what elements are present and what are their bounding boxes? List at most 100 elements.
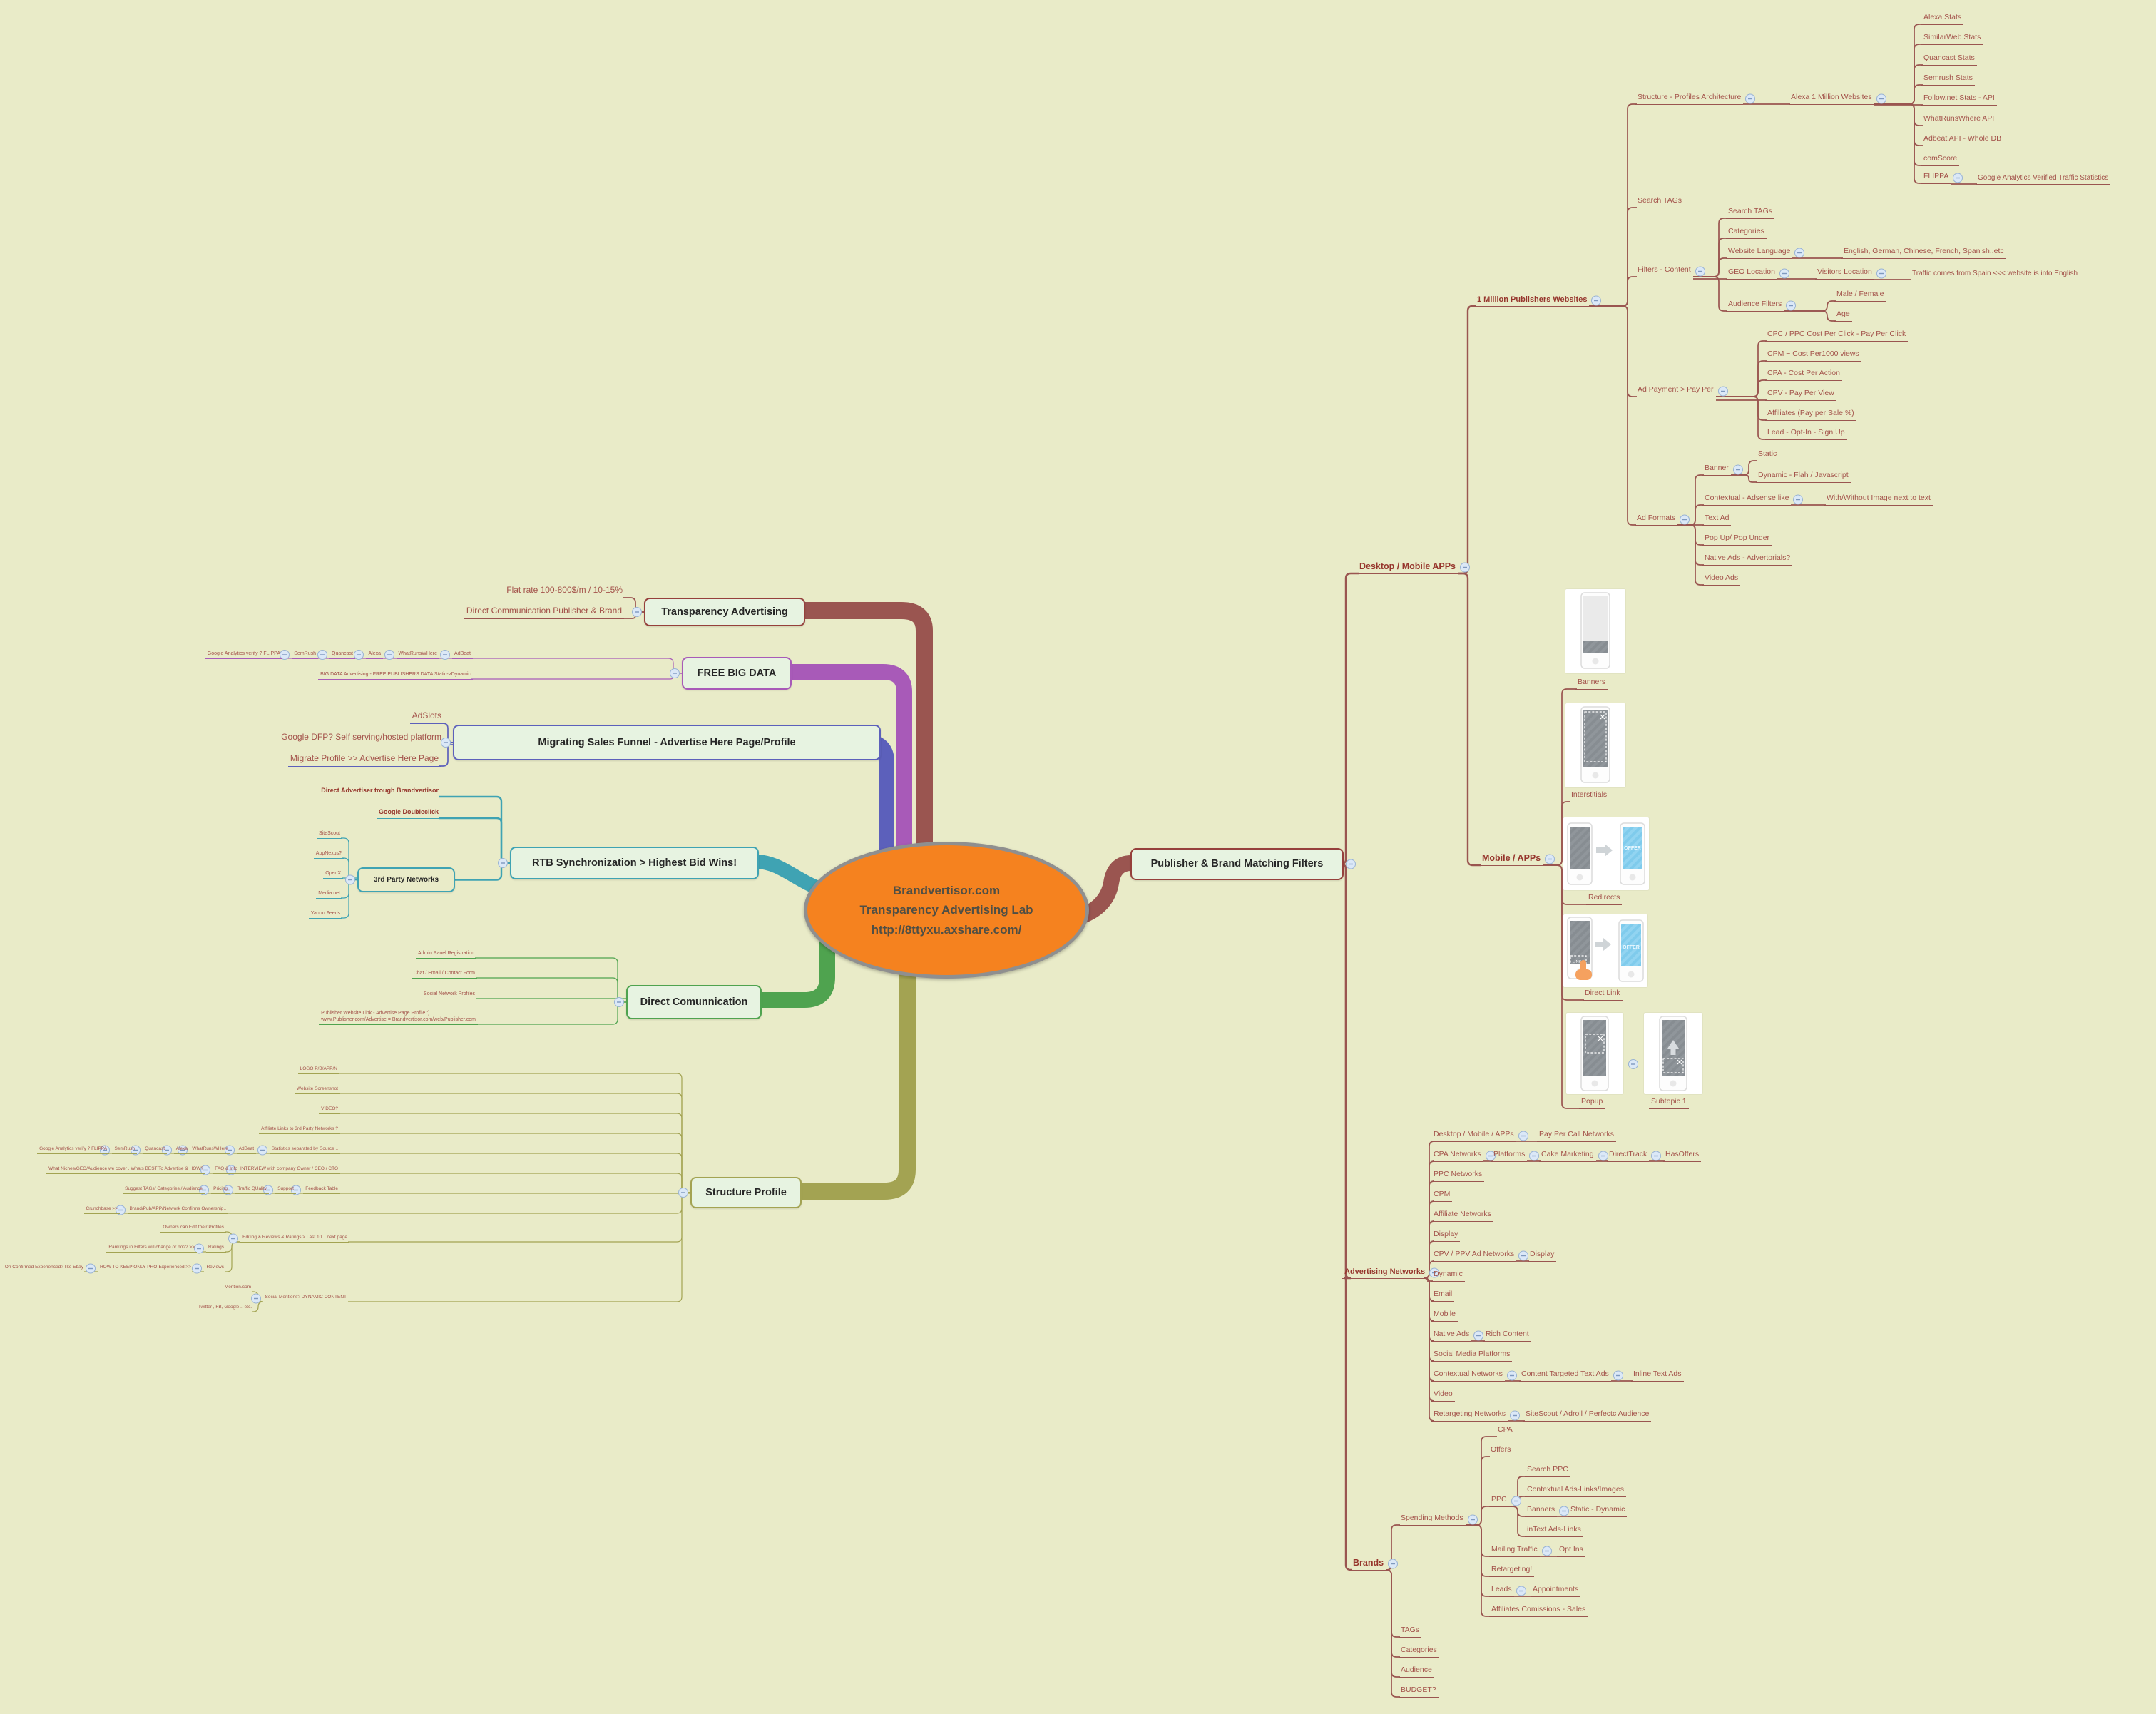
alexa-stats[interactable]: Alexa Stats bbox=[1921, 13, 1964, 25]
budget[interactable]: BUDGET? bbox=[1399, 1685, 1439, 1698]
visitors-location[interactable]: Visitors Location bbox=[1815, 267, 1874, 280]
banners-label[interactable]: Banners bbox=[1575, 678, 1608, 690]
video-q[interactable]: VIDEO? bbox=[319, 1106, 340, 1115]
collapse-icon[interactable] bbox=[498, 858, 508, 868]
collapse-icon[interactable] bbox=[1429, 1267, 1439, 1278]
spending-methods[interactable]: Spending Methods bbox=[1399, 1514, 1466, 1526]
collapse-icon[interactable] bbox=[1486, 1151, 1496, 1161]
publisher-brand-matching-box[interactable]: Publisher & Brand Matching Filters bbox=[1130, 848, 1344, 880]
directtrack[interactable]: DirectTrack bbox=[1607, 1150, 1650, 1162]
collapse-icon[interactable] bbox=[1786, 300, 1796, 311]
collapse-icon[interactable] bbox=[1598, 1151, 1608, 1161]
cpv-display[interactable]: Display bbox=[1528, 1250, 1557, 1262]
collapse-icon[interactable] bbox=[1516, 1586, 1526, 1596]
brands[interactable]: Brands bbox=[1351, 1557, 1386, 1571]
collapse-icon[interactable] bbox=[1545, 854, 1555, 864]
collapse-icon[interactable] bbox=[1695, 266, 1705, 277]
video-networks[interactable]: Video bbox=[1431, 1389, 1455, 1402]
redirects-image[interactable]: OFFER bbox=[1563, 817, 1649, 890]
banner-format[interactable]: Banner bbox=[1702, 464, 1731, 476]
collapse-icon[interactable] bbox=[226, 1165, 236, 1175]
faq-info[interactable]: FAQ & Info bbox=[213, 1166, 240, 1175]
leads[interactable]: Leads bbox=[1489, 1585, 1514, 1597]
search-ppc[interactable]: Search PPC bbox=[1525, 1465, 1570, 1477]
native-ads-advertorials[interactable]: Native Ads - Advertorials? bbox=[1702, 554, 1793, 566]
alexa-3[interactable]: Alexa bbox=[173, 1146, 190, 1155]
collapse-icon[interactable] bbox=[1779, 268, 1789, 279]
banner-static[interactable]: Static bbox=[1756, 449, 1779, 461]
ad-formats[interactable]: Ad Formats bbox=[1635, 514, 1678, 526]
whatrunswhere-3[interactable]: WhatRunsWHere bbox=[190, 1146, 230, 1155]
mention-com[interactable]: Mention.com bbox=[222, 1285, 253, 1293]
direct-advertiser-bold[interactable]: Direct Advertiser trough Brandvertisor bbox=[319, 787, 441, 797]
ga-verified-traffic[interactable]: Google Analytics Verified Traffic Statis… bbox=[1976, 173, 2111, 185]
adbeat-2[interactable]: AdBeat bbox=[236, 1146, 256, 1155]
structure-profiles-architecture[interactable]: Structure - Profiles Architecture bbox=[1635, 93, 1744, 105]
collapse-icon[interactable] bbox=[200, 1165, 210, 1175]
collapse-icon[interactable] bbox=[251, 1293, 261, 1304]
cake-marketing[interactable]: Cake Marketing bbox=[1539, 1150, 1596, 1162]
redirects-label[interactable]: Redirects bbox=[1586, 893, 1623, 905]
direct-comm-pub-brand[interactable]: Direct Communication Publisher & Brand bbox=[464, 606, 624, 619]
native-ads-networks[interactable]: Native Ads bbox=[1431, 1330, 1472, 1342]
collapse-icon[interactable] bbox=[192, 1263, 202, 1274]
website-screenshot[interactable]: Website Screenshot bbox=[294, 1086, 340, 1095]
support[interactable]: Support bbox=[275, 1186, 296, 1195]
central-topic[interactable]: Brandvertisor.com Transparency Advertisin… bbox=[804, 842, 1089, 979]
collapse-icon[interactable] bbox=[670, 668, 680, 678]
google-doubleclick[interactable]: Google Doubleclick bbox=[376, 808, 441, 819]
cpa-networks[interactable]: CPA Networks bbox=[1431, 1150, 1483, 1162]
cpa-cost-per-action[interactable]: CPA - Cost Per Action bbox=[1765, 369, 1842, 381]
cpv-ppv-ad-networks[interactable]: CPV / PPV Ad Networks bbox=[1431, 1250, 1517, 1262]
transparency-advertising-box[interactable]: Transparency Advertising bbox=[644, 598, 805, 626]
reviews[interactable]: Reviews bbox=[204, 1265, 226, 1273]
media-net[interactable]: Media.net bbox=[316, 890, 342, 899]
with-without-image[interactable]: With/Without Image next to text bbox=[1824, 494, 1933, 506]
collapse-icon[interactable] bbox=[1507, 1370, 1517, 1381]
audience-filters[interactable]: Audience Filters bbox=[1726, 300, 1784, 312]
pay-per-call-networks[interactable]: Pay Per Call Networks bbox=[1537, 1130, 1617, 1142]
collapse-icon[interactable] bbox=[1876, 93, 1886, 104]
cpv-pay-per-view[interactable]: CPV - Pay Per View bbox=[1765, 389, 1836, 401]
third-party-networks-box[interactable]: 3rd Party Networks bbox=[357, 867, 455, 892]
crunchbase[interactable]: Crunchbase >> bbox=[83, 1206, 120, 1215]
audience-brands[interactable]: Audience bbox=[1399, 1665, 1434, 1678]
social-mentions[interactable]: Social Mentions? DYNAMIC CONTENT bbox=[262, 1295, 349, 1303]
stats-separated[interactable]: Statistics separated by Source .. bbox=[269, 1146, 340, 1155]
suggest-tags[interactable]: Suggest TAGs/ Categories / Audience bbox=[123, 1186, 205, 1195]
collapse-icon[interactable] bbox=[225, 1145, 235, 1156]
cpa-spending[interactable]: CPA bbox=[1496, 1425, 1515, 1437]
adbeat-api-whole-db[interactable]: Adbeat API - Whole DB bbox=[1921, 134, 2004, 146]
collapse-icon[interactable] bbox=[440, 650, 450, 660]
rankings-in-filters[interactable]: Rankings in Filters will change or no?? … bbox=[106, 1245, 197, 1253]
collapse-icon[interactable] bbox=[1613, 1370, 1623, 1381]
ga-verify-flippa-2[interactable]: Google Analytics verify ? FLIPPA bbox=[37, 1146, 109, 1155]
static-dynamic[interactable]: Static - Dynamic bbox=[1568, 1505, 1628, 1517]
affiliates-pay-per-sale[interactable]: Affiliates (Pay per Sale %) bbox=[1765, 409, 1856, 421]
categories-filter[interactable]: Categories bbox=[1726, 227, 1767, 239]
flat-rate[interactable]: Flat rate 100-800$/m / 10-15% bbox=[504, 585, 625, 598]
collapse-icon[interactable] bbox=[100, 1145, 110, 1156]
desktop-mobile-apps-row[interactable]: Desktop / Mobile / APPs bbox=[1431, 1130, 1516, 1142]
collapse-icon[interactable] bbox=[194, 1243, 204, 1254]
affiliate-links-3rd[interactable]: Affiliate Links to 3rd Party Networks ? bbox=[259, 1126, 340, 1135]
interstitials-image[interactable] bbox=[1565, 703, 1625, 787]
search-tags-2[interactable]: Search TAGs bbox=[1726, 207, 1775, 219]
alexa-chain[interactable]: Alexa bbox=[366, 651, 383, 660]
collapse-icon[interactable] bbox=[162, 1145, 172, 1156]
collapse-icon[interactable] bbox=[1346, 859, 1356, 869]
traffic-quality[interactable]: Traffic QUality bbox=[235, 1186, 269, 1195]
collapse-icon[interactable] bbox=[1591, 295, 1601, 306]
text-ad[interactable]: Text Ad bbox=[1702, 514, 1732, 526]
collapse-icon[interactable] bbox=[291, 1185, 301, 1195]
ga-verify-flippa[interactable]: Google Analytics verify ? FLIPPA bbox=[205, 651, 282, 660]
subtopic-1-image[interactable] bbox=[1644, 1013, 1702, 1094]
collapse-icon[interactable] bbox=[86, 1263, 96, 1274]
collapse-icon[interactable] bbox=[223, 1185, 233, 1195]
languages-list[interactable]: English, German, Chinese, French, Spanis… bbox=[1841, 247, 2006, 259]
banner-dynamic[interactable]: Dynamic - Flah / Javascript bbox=[1756, 471, 1851, 483]
collapse-icon[interactable] bbox=[1529, 1151, 1539, 1161]
direct-comunnication-box[interactable]: Direct Comunnication bbox=[626, 985, 762, 1019]
affiliates-comissions[interactable]: Affiliates Comissions - Sales bbox=[1489, 1605, 1588, 1617]
direct-link-image[interactable]: LINK OFFER bbox=[1563, 914, 1647, 987]
